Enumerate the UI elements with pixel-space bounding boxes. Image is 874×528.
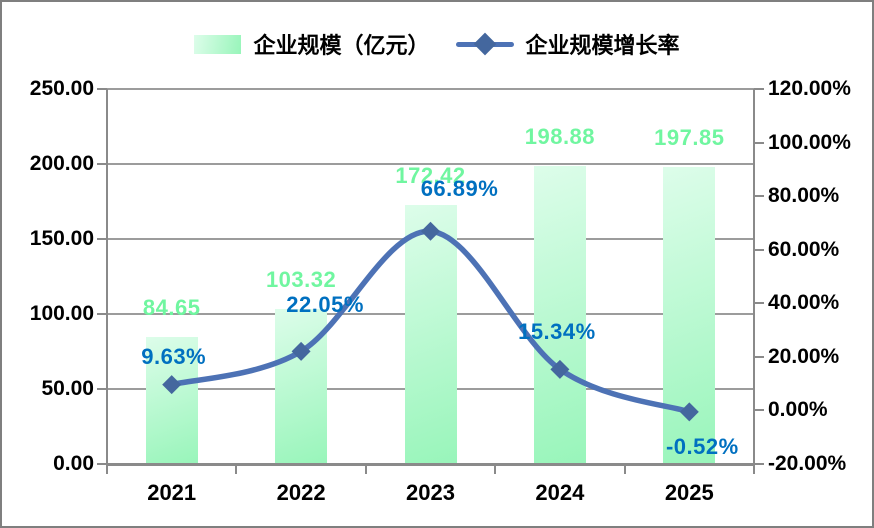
bar xyxy=(533,165,586,464)
left-axis-tick xyxy=(97,388,107,390)
x-axis-category-label: 2024 xyxy=(535,480,585,505)
right-axis-tick-label: -20.00% xyxy=(768,452,847,475)
bar-value-label: 172.42 xyxy=(395,163,466,189)
left-axis-tick xyxy=(97,313,107,315)
right-axis-line xyxy=(753,89,755,464)
left-axis-tick xyxy=(97,163,107,165)
bar-value-label: 84.65 xyxy=(142,295,201,321)
right-axis-tick xyxy=(754,141,764,144)
line-value-label: 9.63% xyxy=(141,343,207,369)
line-value-label: 22.05% xyxy=(286,292,364,318)
x-axis-category-label: 2023 xyxy=(406,480,455,505)
right-axis-tick xyxy=(754,355,764,358)
right-axis-tick-label: 20.00% xyxy=(768,344,840,368)
right-axis-tick-label: 120.00% xyxy=(768,77,851,100)
bar-value-label: 197.85 xyxy=(654,125,725,151)
x-axis-tick xyxy=(235,464,238,474)
x-axis-category-label: 2022 xyxy=(276,480,326,505)
left-axis-tick-label: 200.00 xyxy=(29,152,94,175)
line-value-label: -0.52% xyxy=(665,433,739,459)
x-axis-tick xyxy=(364,464,367,474)
x-axis-tick xyxy=(623,464,626,474)
right-axis-tick-label: 60.00% xyxy=(768,237,840,261)
gridline xyxy=(107,163,754,165)
bar xyxy=(663,167,716,464)
right-axis-tick xyxy=(754,195,764,198)
x-axis-tick xyxy=(753,464,755,474)
right-axis-tick xyxy=(754,463,764,465)
left-axis-tick-label: 250.00 xyxy=(29,77,94,100)
legend-diamond-marker-icon xyxy=(473,32,496,56)
right-axis-tick-label: 0.00% xyxy=(768,398,828,422)
gridline xyxy=(107,463,754,466)
right-axis-tick xyxy=(754,409,764,412)
left-axis-tick-label: 50.00 xyxy=(41,377,94,400)
bar-value-label: 103.32 xyxy=(265,267,337,293)
line-value-label: 66.89% xyxy=(420,176,499,202)
left-axis-tick xyxy=(97,88,107,90)
right-axis-tick xyxy=(754,302,764,305)
right-axis-tick xyxy=(754,88,764,90)
chart-legend: 企业规模（亿元） 企业规模增长率 xyxy=(2,26,872,62)
left-axis-tick xyxy=(97,238,107,240)
line-value-label: 15.34% xyxy=(518,319,596,345)
x-axis-tick xyxy=(494,464,497,474)
legend-line-swatch-icon xyxy=(455,32,514,56)
bar xyxy=(404,205,457,464)
bar-value-label: 198.88 xyxy=(524,123,596,149)
bar xyxy=(275,309,328,464)
legend-bar-swatch-icon xyxy=(194,34,242,54)
gridline xyxy=(107,88,754,90)
left-axis-line xyxy=(106,89,108,464)
left-axis-tick-label: 150.00 xyxy=(29,227,94,250)
legend-bar-label: 企业规模（亿元） xyxy=(253,33,430,58)
left-axis-tick-label: 0.00 xyxy=(53,452,94,475)
right-axis-tick xyxy=(754,248,764,251)
left-axis-tick xyxy=(97,463,107,465)
right-axis-tick-label: 80.00% xyxy=(768,184,840,208)
left-axis-tick-label: 100.00 xyxy=(29,302,94,325)
x-axis-category-label: 2025 xyxy=(664,480,714,505)
right-axis-tick-label: 40.00% xyxy=(768,291,840,315)
legend-line-label: 企业规模增长率 xyxy=(525,33,680,58)
x-axis-category-label: 2021 xyxy=(147,480,197,505)
right-axis-tick-label: 100.00% xyxy=(768,130,851,154)
x-axis-tick xyxy=(106,464,108,474)
